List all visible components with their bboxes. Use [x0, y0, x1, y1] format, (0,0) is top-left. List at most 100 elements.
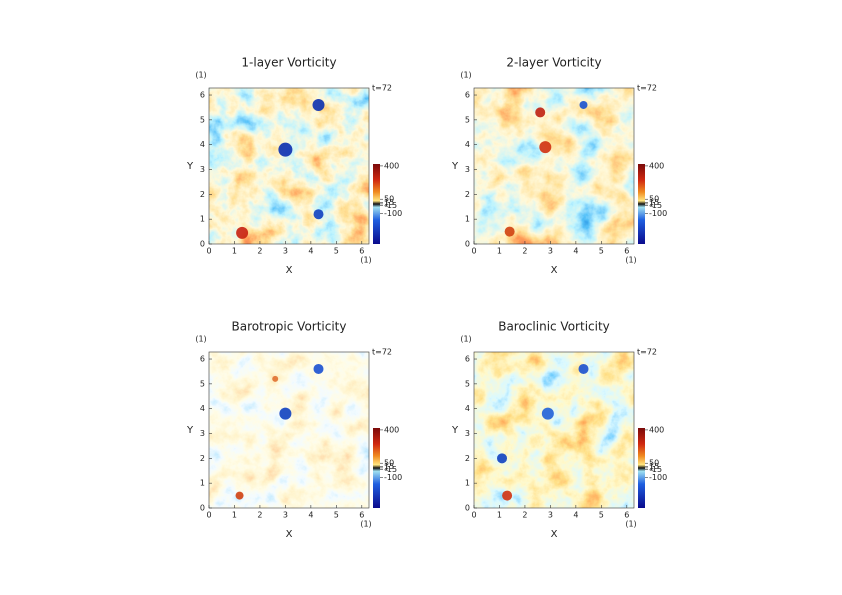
vortex — [272, 375, 279, 382]
y-tick-label: 4 — [200, 404, 205, 413]
y-unit: (1) — [460, 335, 471, 344]
vortex — [578, 363, 589, 374]
x-tick-label: 0 — [206, 511, 211, 520]
colorbar-tick-label: -15 — [384, 465, 397, 474]
plot-frame — [473, 351, 635, 509]
y-tick-label: 5 — [200, 379, 205, 388]
x-tick-label: 0 — [471, 511, 476, 520]
x-tick-label: 0 — [471, 247, 476, 256]
colorbar-tick-label: 1 — [649, 463, 654, 472]
vortex — [313, 209, 324, 220]
time-annotation: t=72 — [637, 84, 657, 93]
colorbar-tick-label: -15 — [649, 201, 662, 210]
x-tick-label: 1 — [497, 247, 502, 256]
colorbar-tick-label: 15 — [649, 462, 659, 471]
y-tick-label: 6 — [200, 355, 205, 364]
y-tick-label: 1 — [465, 215, 470, 224]
x-tick-label: 5 — [599, 247, 604, 256]
vortex — [539, 141, 552, 154]
y-axis-label: Y — [186, 425, 194, 436]
colorbar — [373, 428, 380, 508]
x-tick-label: 5 — [334, 511, 339, 520]
x-tick-label: 0 — [206, 247, 211, 256]
y-tick-label: 2 — [200, 454, 205, 463]
x-tick-label: 3 — [283, 511, 288, 520]
y-axis-label: Y — [451, 161, 459, 172]
x-axis-label: X — [551, 529, 558, 540]
plot-frame — [208, 351, 370, 509]
colorbar-tick-label: 1 — [384, 463, 389, 472]
colorbar — [638, 428, 645, 508]
colorbar-tick-label: 15 — [384, 198, 394, 207]
vortex — [278, 142, 293, 157]
x-tick-label: 4 — [573, 247, 578, 256]
panel-title: Baroclinic Vorticity — [498, 320, 610, 334]
x-axis-label: X — [286, 529, 293, 540]
y-tick-label: 1 — [465, 479, 470, 488]
colorbar-tick-label: -100 — [384, 209, 402, 218]
panel-title: Barotropic Vorticity — [231, 320, 346, 334]
y-tick-label: 3 — [200, 429, 205, 438]
y-unit: (1) — [195, 71, 206, 80]
vortex — [541, 407, 554, 420]
y-tick-label: 0 — [465, 504, 470, 513]
x-tick-label: 5 — [599, 511, 604, 520]
x-tick-label: 4 — [308, 247, 313, 256]
x-tick-label: 1 — [232, 511, 237, 520]
x-tick-label: 5 — [334, 247, 339, 256]
y-tick-label: 2 — [465, 190, 470, 199]
colorbar-tick-label: 15 — [384, 462, 394, 471]
y-tick-label: 2 — [200, 190, 205, 199]
y-tick-label: 1 — [200, 479, 205, 488]
y-tick-label: 4 — [200, 140, 205, 149]
y-tick-label: 5 — [465, 379, 470, 388]
plot-frame — [208, 87, 370, 245]
colorbar-tick-label: 400 — [384, 425, 399, 434]
x-axis-label: X — [551, 265, 558, 276]
panel-title: 1-layer Vorticity — [241, 56, 336, 70]
colorbar-tick-label: 50 — [384, 195, 394, 204]
y-axis-label: Y — [451, 425, 459, 436]
colorbar-tick-label: 50 — [384, 459, 394, 468]
vortex — [313, 363, 324, 374]
vorticity-field — [474, 352, 634, 508]
y-tick-label: 4 — [465, 404, 470, 413]
colorbar — [373, 164, 380, 244]
x-tick-label: 6 — [624, 247, 629, 256]
time-annotation: t=72 — [637, 348, 657, 357]
vortex — [535, 107, 546, 118]
y-tick-label: 3 — [465, 165, 470, 174]
y-tick-label: 6 — [200, 91, 205, 100]
vortex — [279, 407, 292, 420]
vortex — [579, 100, 588, 109]
colorbar-tick-label: 1 — [649, 199, 654, 208]
plot-frame — [473, 87, 635, 245]
colorbar-tick-label: -100 — [384, 473, 402, 482]
colorbar-tick-label: 400 — [649, 425, 664, 434]
x-tick-label: 2 — [522, 247, 527, 256]
vorticity-field — [474, 88, 634, 244]
y-tick-label: 3 — [465, 429, 470, 438]
y-tick-label: 1 — [200, 215, 205, 224]
x-tick-label: 6 — [359, 247, 364, 256]
colorbar-tick-label: 400 — [384, 161, 399, 170]
x-tick-label: 6 — [359, 511, 364, 520]
colorbar-tick-label: 50 — [649, 195, 659, 204]
panel-title: 2-layer Vorticity — [506, 56, 601, 70]
y-tick-label: 6 — [465, 91, 470, 100]
y-axis-label: Y — [186, 161, 194, 172]
y-tick-label: 3 — [200, 165, 205, 174]
x-tick-label: 4 — [573, 511, 578, 520]
x-tick-label: 2 — [257, 247, 262, 256]
vorticity-field — [209, 88, 369, 244]
x-tick-label: 1 — [232, 247, 237, 256]
x-axis-label: X — [286, 265, 293, 276]
x-tick-label: 6 — [624, 511, 629, 520]
vortex — [312, 98, 325, 111]
x-tick-label: 3 — [548, 247, 553, 256]
x-tick-label: 3 — [283, 247, 288, 256]
colorbar-tick-label: -100 — [649, 209, 667, 218]
colorbar-tick-label: -15 — [649, 465, 662, 474]
x-tick-label: 3 — [548, 511, 553, 520]
y-tick-label: 0 — [465, 240, 470, 249]
